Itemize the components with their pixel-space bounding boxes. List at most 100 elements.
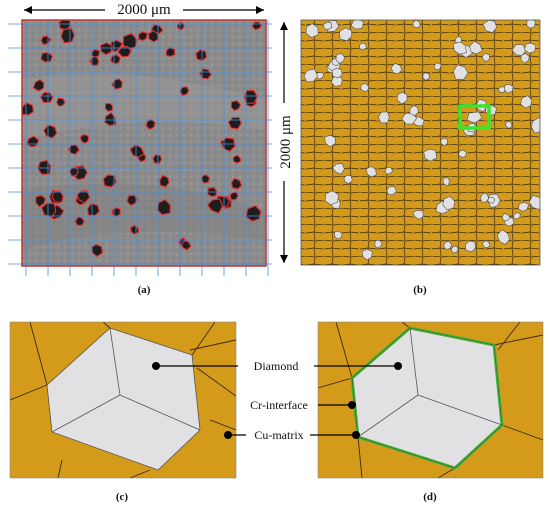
diamond-particle (245, 205, 262, 222)
diamond-particle (206, 198, 224, 214)
diamond-particle-c (46, 327, 201, 471)
mesh-diamond (359, 42, 368, 50)
mesh-diamond (457, 149, 467, 158)
mesh-border (300, 19, 541, 266)
micrograph-border (21, 19, 267, 267)
diamond-particle (58, 20, 72, 31)
mesh-diamond (480, 193, 489, 203)
mesh-diamond (324, 190, 339, 206)
diamond-particle (165, 46, 176, 58)
mesh-diamond (501, 212, 511, 222)
label-diamond: Diamond (254, 359, 299, 373)
mesh-diamond (422, 72, 430, 81)
diamond-particle (89, 56, 100, 67)
panel-c: (c) (9, 321, 237, 503)
mesh-diamond (396, 91, 408, 105)
mesh-diamond (517, 202, 530, 212)
annotation-cu-matrix: Cu-matrix (224, 428, 360, 442)
mesh-diamond (423, 148, 438, 162)
diamond-particle (68, 166, 79, 177)
mesh-diamond (324, 134, 336, 148)
mesh-diamond (323, 21, 333, 30)
mesh-diamond (452, 41, 467, 55)
mesh-diamond (528, 195, 540, 210)
panel-b: 2000 μm (b) (276, 19, 541, 296)
diamond-particle (102, 174, 117, 188)
mesh-diamond (374, 240, 383, 249)
diamond-particle (129, 224, 140, 235)
mesh-diamond (520, 95, 533, 109)
mesh-diamond (339, 27, 352, 42)
scale-label-top: 2000 μm (117, 2, 171, 18)
mesh-diamond (330, 74, 343, 87)
diamond-particle (104, 111, 117, 127)
panel-d: (d) (317, 321, 544, 503)
mesh-diamond (409, 105, 419, 116)
mesh-diamond (450, 245, 459, 254)
diamond-particle (51, 190, 64, 203)
diamond-particle (159, 174, 170, 188)
mesh-diamond (452, 64, 469, 80)
diamond-particle (67, 144, 80, 155)
caption-d: (d) (423, 491, 437, 503)
diamond-particle (152, 154, 163, 165)
measurement-grid (8, 20, 272, 276)
mesh-diamond (343, 174, 353, 185)
mesh-diamond (481, 52, 490, 62)
panel-a: 2000 μm (a) (8, 1, 272, 296)
diamond-particle (198, 68, 212, 80)
label-cr-interface: Cr-interface (250, 398, 308, 412)
diamond-particles (22, 20, 263, 258)
mesh-diamond (526, 20, 536, 29)
mesh-diamond (469, 40, 483, 55)
mesh-diamond (331, 67, 343, 79)
mesh-diamond (378, 111, 390, 124)
diamond-particle (145, 118, 156, 130)
diamond-particle (76, 190, 91, 204)
diamond-particle (229, 191, 239, 201)
diamond-particle (39, 91, 54, 103)
diamond-particle (37, 159, 52, 175)
diamond-particle (90, 243, 104, 258)
diamond-particle (87, 202, 101, 217)
mesh-diamond (412, 20, 421, 29)
diamond-particle (40, 52, 54, 63)
highlight-box (458, 104, 491, 130)
mesh-diamond (505, 120, 513, 129)
diamond-particle (179, 86, 190, 96)
annotation-diamond: Diamond (152, 359, 402, 373)
diamond-particle (32, 78, 45, 92)
diamond-particle (79, 133, 90, 144)
mesh-diamond (332, 163, 345, 175)
mesh-diamond (412, 210, 424, 220)
diamond-particle (180, 239, 192, 251)
diamond-particle (60, 27, 75, 44)
label-cu-matrix: Cu-matrix (254, 428, 303, 442)
mesh-diamond (520, 53, 530, 64)
mesh-diamond (497, 229, 511, 245)
mesh-diamond (504, 83, 514, 94)
diamond-particle (230, 100, 242, 112)
caption-c: (c) (116, 491, 129, 503)
mesh-diamond (386, 185, 398, 196)
diamond-particle (104, 102, 114, 112)
mesh-diamond (390, 63, 403, 75)
scale-label-right: 2000 μm (278, 115, 294, 169)
mesh-diamond (442, 177, 450, 186)
diamond-particle (90, 48, 101, 59)
diamond-particle (129, 144, 145, 158)
mesh-diamond (303, 68, 318, 83)
mesh-diamond (443, 240, 453, 250)
mesh-diamond (433, 62, 442, 71)
mesh-diamond (442, 196, 456, 211)
mesh-diamond (384, 167, 394, 175)
mesh-diamond (360, 83, 369, 92)
mesh-diamond (440, 137, 448, 146)
mesh-diamond (530, 116, 540, 134)
mesh-diamond (335, 53, 345, 64)
diamond-particle (111, 207, 121, 218)
mesh-diamond (334, 231, 343, 240)
diamond-particle (138, 31, 148, 42)
diamond-particle (232, 154, 242, 164)
